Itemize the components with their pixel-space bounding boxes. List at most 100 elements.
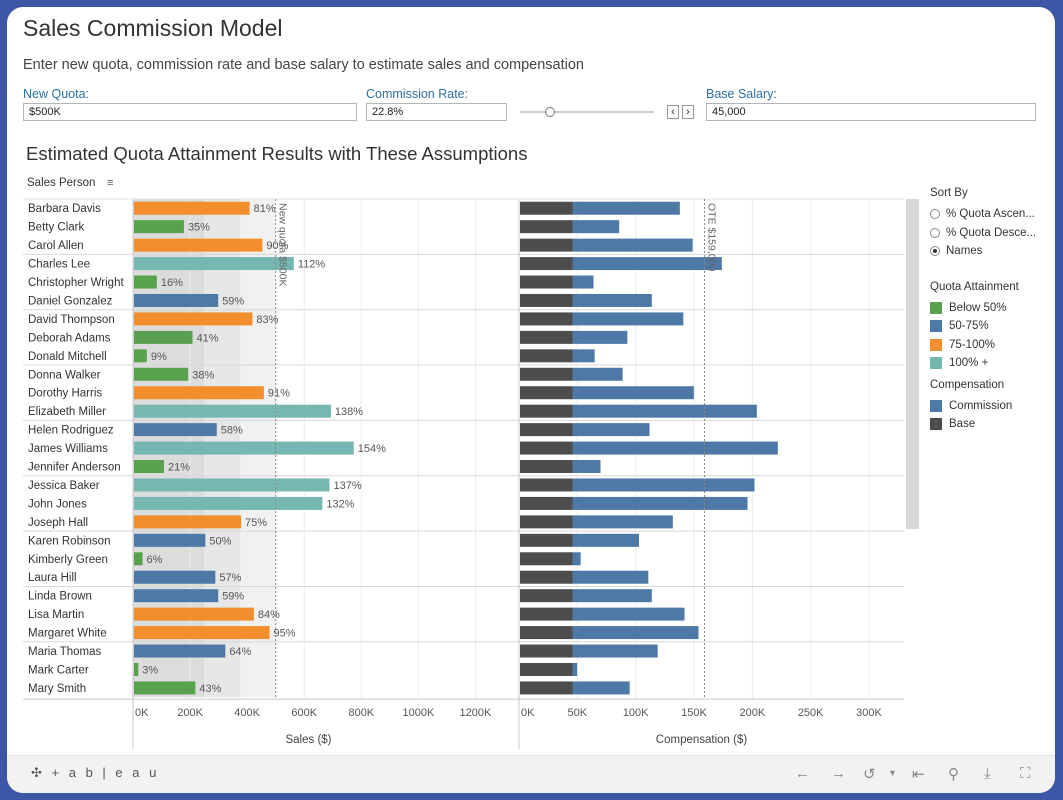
commission-bar (572, 330, 628, 344)
base-salary-bar (520, 607, 573, 621)
sales-person-label: Helen Rodriguez (28, 425, 114, 437)
sort-option-quota-descending[interactable]: % Quota Desce... (930, 224, 1048, 243)
sales-person-label: Mark Carter (28, 664, 89, 676)
sales-bar (134, 589, 219, 603)
base-salary-input[interactable]: 45,000 (706, 103, 1036, 121)
legend-item-50-75[interactable]: 50-75% (930, 317, 1048, 336)
compensation-tick-label: 200K (739, 707, 765, 719)
chart-title: Estimated Quota Attainment Results with … (26, 143, 528, 164)
page-title: Sales Commission Model (23, 15, 283, 41)
sales-person-label: Jennifer Anderson (28, 462, 121, 474)
sales-person-label: Dorothy Harris (28, 388, 102, 400)
sales-person-label: Carol Allen (28, 240, 84, 252)
sales-bar (134, 275, 157, 289)
compensation-axis-title: Compensation ($) (656, 734, 748, 746)
sales-person-label: James Williams (28, 443, 108, 455)
commission-bar (572, 681, 630, 695)
rate-increment-button[interactable]: › (682, 105, 694, 119)
base-salary-bar (520, 312, 573, 326)
sales-tick-label: 0K (135, 707, 149, 719)
sales-person-label: Laura Hill (28, 572, 77, 584)
commission-bar (572, 423, 650, 437)
tableau-logo-icon: ✣ (31, 765, 45, 780)
commission-bar (572, 607, 685, 621)
radio-selected-icon[interactable] (930, 246, 940, 257)
sales-data-label: 38% (192, 369, 214, 381)
quota-attainment-chart: Barbara Davis 81% Betty Clark 35% Carol Alle… (23, 198, 919, 749)
radio-icon[interactable] (930, 227, 940, 238)
sales-data-label: 41% (197, 332, 219, 344)
base-salary-bar (520, 423, 573, 437)
legend-item-75-100[interactable]: 75-100% (930, 336, 1048, 355)
legend-swatch (930, 320, 942, 333)
quota-input[interactable]: $500K (23, 103, 357, 121)
sales-data-label: 21% (168, 462, 190, 474)
base-salary-bar (520, 681, 573, 695)
commission-bar (572, 275, 594, 289)
revert-icon[interactable]: ↺ (863, 766, 876, 783)
scrollbar-thumb[interactable] (906, 199, 919, 529)
sales-data-label: 83% (256, 314, 278, 326)
quota-reference-label: New quota $500K (277, 203, 289, 286)
base-salary-bar (520, 257, 573, 271)
commission-bar (572, 460, 601, 474)
base-salary-bar (520, 293, 573, 307)
commission-bar (572, 349, 595, 363)
sales-bar (134, 312, 253, 326)
sales-bar (134, 386, 264, 400)
legend-item-base[interactable]: Base (930, 415, 1048, 434)
redo-icon[interactable]: → (831, 765, 846, 782)
legend-item-below-50[interactable]: Below 50% (930, 299, 1048, 318)
download-icon[interactable]: ⤓ (984, 765, 991, 782)
sales-person-label: Linda Brown (28, 591, 92, 603)
sales-person-label: Betty Clark (28, 222, 84, 234)
legend-swatch (930, 301, 942, 314)
sales-bar (134, 607, 254, 621)
legend-item-commission[interactable]: Commission (930, 397, 1048, 416)
sales-data-label: 16% (161, 277, 183, 289)
sales-person-label: Donna Walker (28, 369, 101, 381)
base-salary-bar (520, 570, 573, 584)
tableau-logo: ✣ + a b | e a u (31, 765, 160, 780)
commission-bar (572, 238, 693, 252)
sales-data-label: 50% (209, 535, 231, 547)
sales-data-label: 154% (358, 443, 386, 455)
sales-bar (134, 644, 226, 658)
compensation-tick-label: 0K (521, 707, 535, 719)
sales-person-label: Kimberly Green (28, 554, 108, 566)
commission-rate-label: Commission Rate: (366, 87, 469, 101)
undo-icon[interactable]: ← (795, 765, 810, 782)
reset-icon[interactable]: ⇤ (912, 766, 925, 783)
commission-bar (572, 404, 757, 418)
sort-option-names[interactable]: Names (930, 242, 1048, 261)
base-salary-bar (520, 349, 573, 363)
sort-icon[interactable]: ≡ (107, 177, 114, 189)
legend-item-100-plus[interactable]: 100% + (930, 354, 1048, 373)
legend-swatch (930, 399, 942, 412)
radio-icon[interactable] (930, 209, 940, 220)
sales-data-label: 75% (245, 517, 267, 529)
sort-option-quota-ascending[interactable]: % Quota Ascen... (930, 205, 1048, 224)
fullscreen-icon[interactable]: ⛶ (1020, 765, 1031, 782)
commission-rate-slider-knob[interactable] (545, 107, 556, 117)
page-subtitle: Enter new quota, commission rate and bas… (23, 57, 584, 73)
sales-person-label: Daniel Gonzalez (28, 295, 113, 307)
share-icon[interactable]: ⚲ (948, 766, 959, 783)
commission-bar (572, 533, 639, 547)
compensation-tick-label: 300K (856, 707, 882, 719)
legend-swatch (930, 357, 942, 370)
sales-data-label: 6% (147, 554, 163, 566)
sales-person-label: Deborah Adams (28, 332, 111, 344)
revert-dropdown-icon[interactable]: ▾ (890, 768, 896, 779)
commission-rate-input[interactable]: 22.8% (366, 103, 507, 121)
sales-person-label: Lisa Martin (28, 609, 84, 621)
base-salary-bar (520, 533, 573, 547)
sales-data-label: 112% (298, 259, 326, 271)
base-salary-bar (520, 644, 573, 658)
sales-bar (134, 570, 216, 584)
rate-decrement-button[interactable]: ‹ (667, 105, 679, 119)
sales-tick-label: 1200K (460, 707, 492, 719)
sales-bar (134, 238, 263, 252)
sales-data-label: 137% (333, 480, 361, 492)
commission-rate-slider[interactable] (520, 111, 654, 113)
